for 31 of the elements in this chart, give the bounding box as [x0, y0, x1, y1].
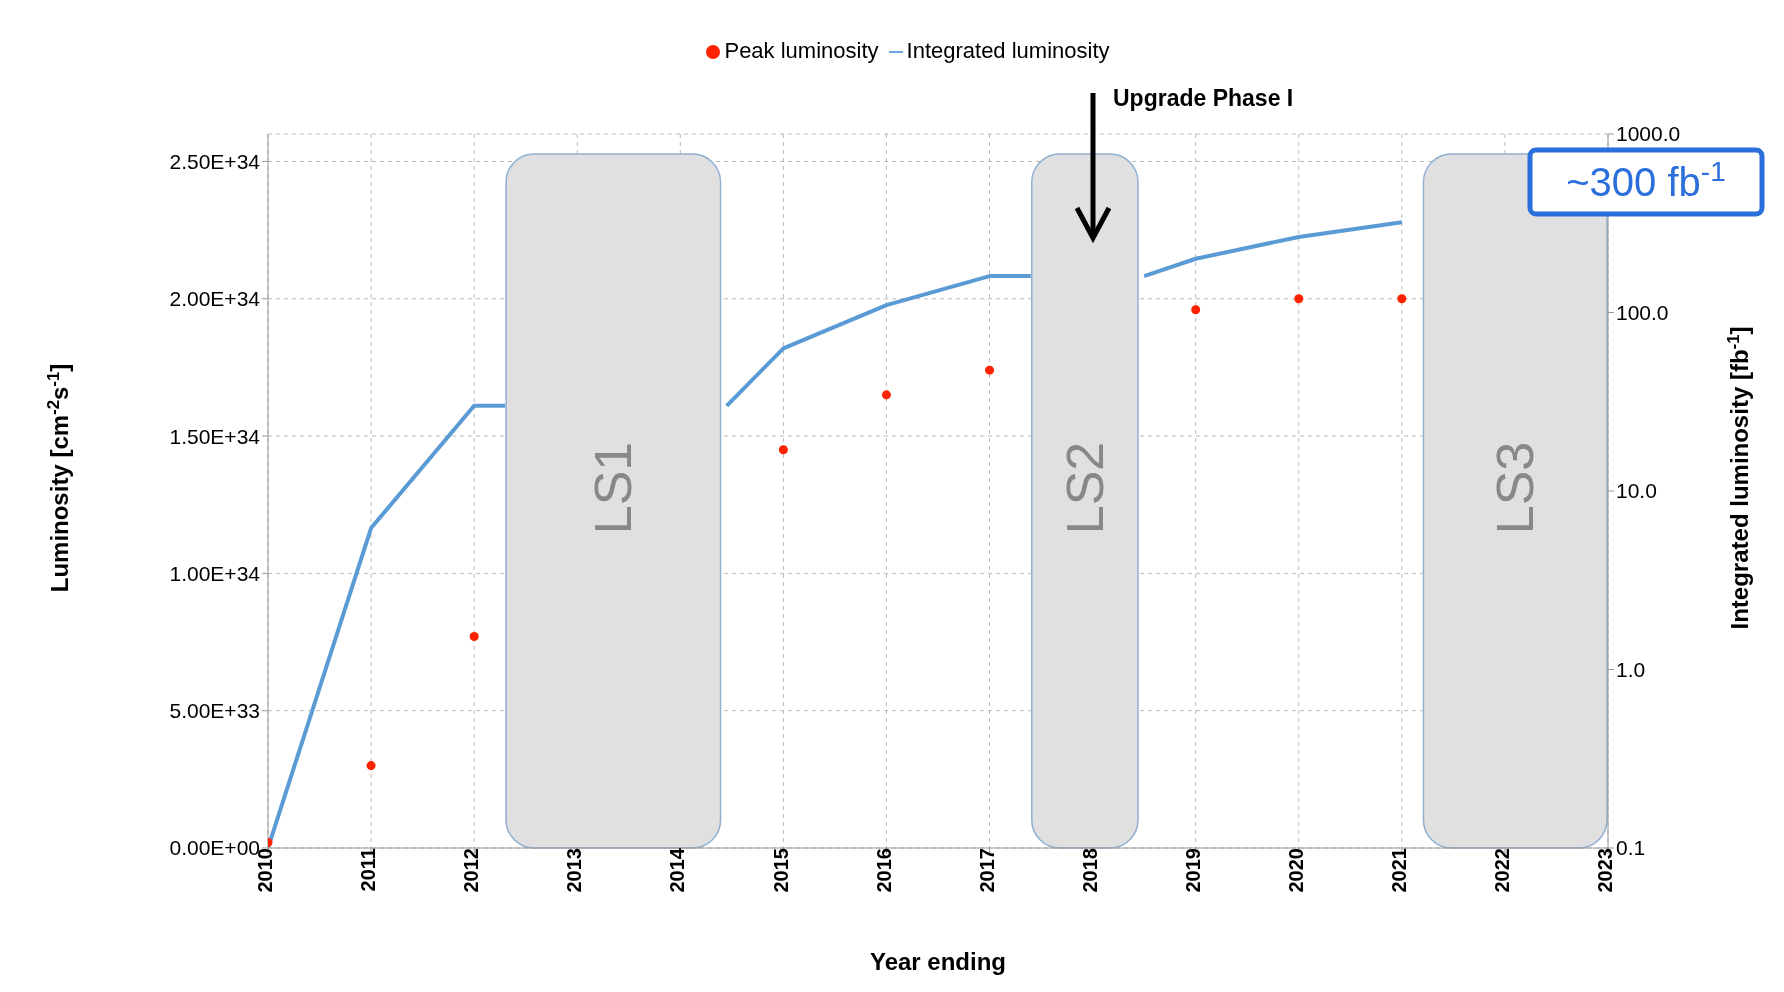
x-tick-label: 2023 — [1594, 848, 1617, 893]
y-tick-label: 1.00E+34 — [169, 561, 261, 585]
legend-label: Peak luminosity — [724, 38, 879, 63]
y-tick-label: 1.50E+34 — [169, 424, 261, 448]
y2-tick-label: 0.1 — [1616, 836, 1646, 860]
text: Upgrade Phase I — [1113, 85, 1294, 111]
annotation: ~300 fb$^{-1}$ — [1566, 155, 1726, 204]
x-axis-title: Year ending — [869, 948, 1007, 975]
x-tick-label: 2017 — [975, 848, 998, 893]
x-tick-label: 2016 — [872, 848, 895, 893]
x-tick-label: 2019 — [1181, 848, 1204, 893]
x-tick-label: 2013 — [563, 848, 586, 893]
x-tick-label: 2018 — [1078, 848, 1101, 893]
y2-tick-label: 10.0 — [1616, 479, 1657, 503]
x-tick-label: 2014 — [666, 847, 689, 893]
y2-tick-label: 1.0 — [1616, 657, 1646, 681]
x-tick-label: 2011 — [357, 848, 380, 892]
y2-tick-label: 1000.0 — [1616, 122, 1681, 146]
x-tick-label: 2021 — [1388, 848, 1411, 893]
y2-tick-label: 100.0 — [1616, 300, 1669, 324]
x-tick-label: 2020 — [1284, 848, 1307, 893]
band-label: LS1 — [584, 441, 643, 535]
x-tick-label: 2012 — [460, 848, 483, 893]
x-tick-label: 2015 — [769, 848, 792, 893]
band-label: LS2 — [1055, 441, 1114, 535]
y-tick-label: 2.50E+34 — [169, 149, 261, 173]
x-tick-label: 2022 — [1491, 848, 1514, 893]
legend-label: Integrated luminosity — [906, 38, 1110, 63]
band-label: LS3 — [1486, 441, 1545, 535]
y-tick-label: 2.00E+34 — [169, 287, 261, 311]
y-tick-label: 5.00E+33 — [169, 699, 260, 723]
